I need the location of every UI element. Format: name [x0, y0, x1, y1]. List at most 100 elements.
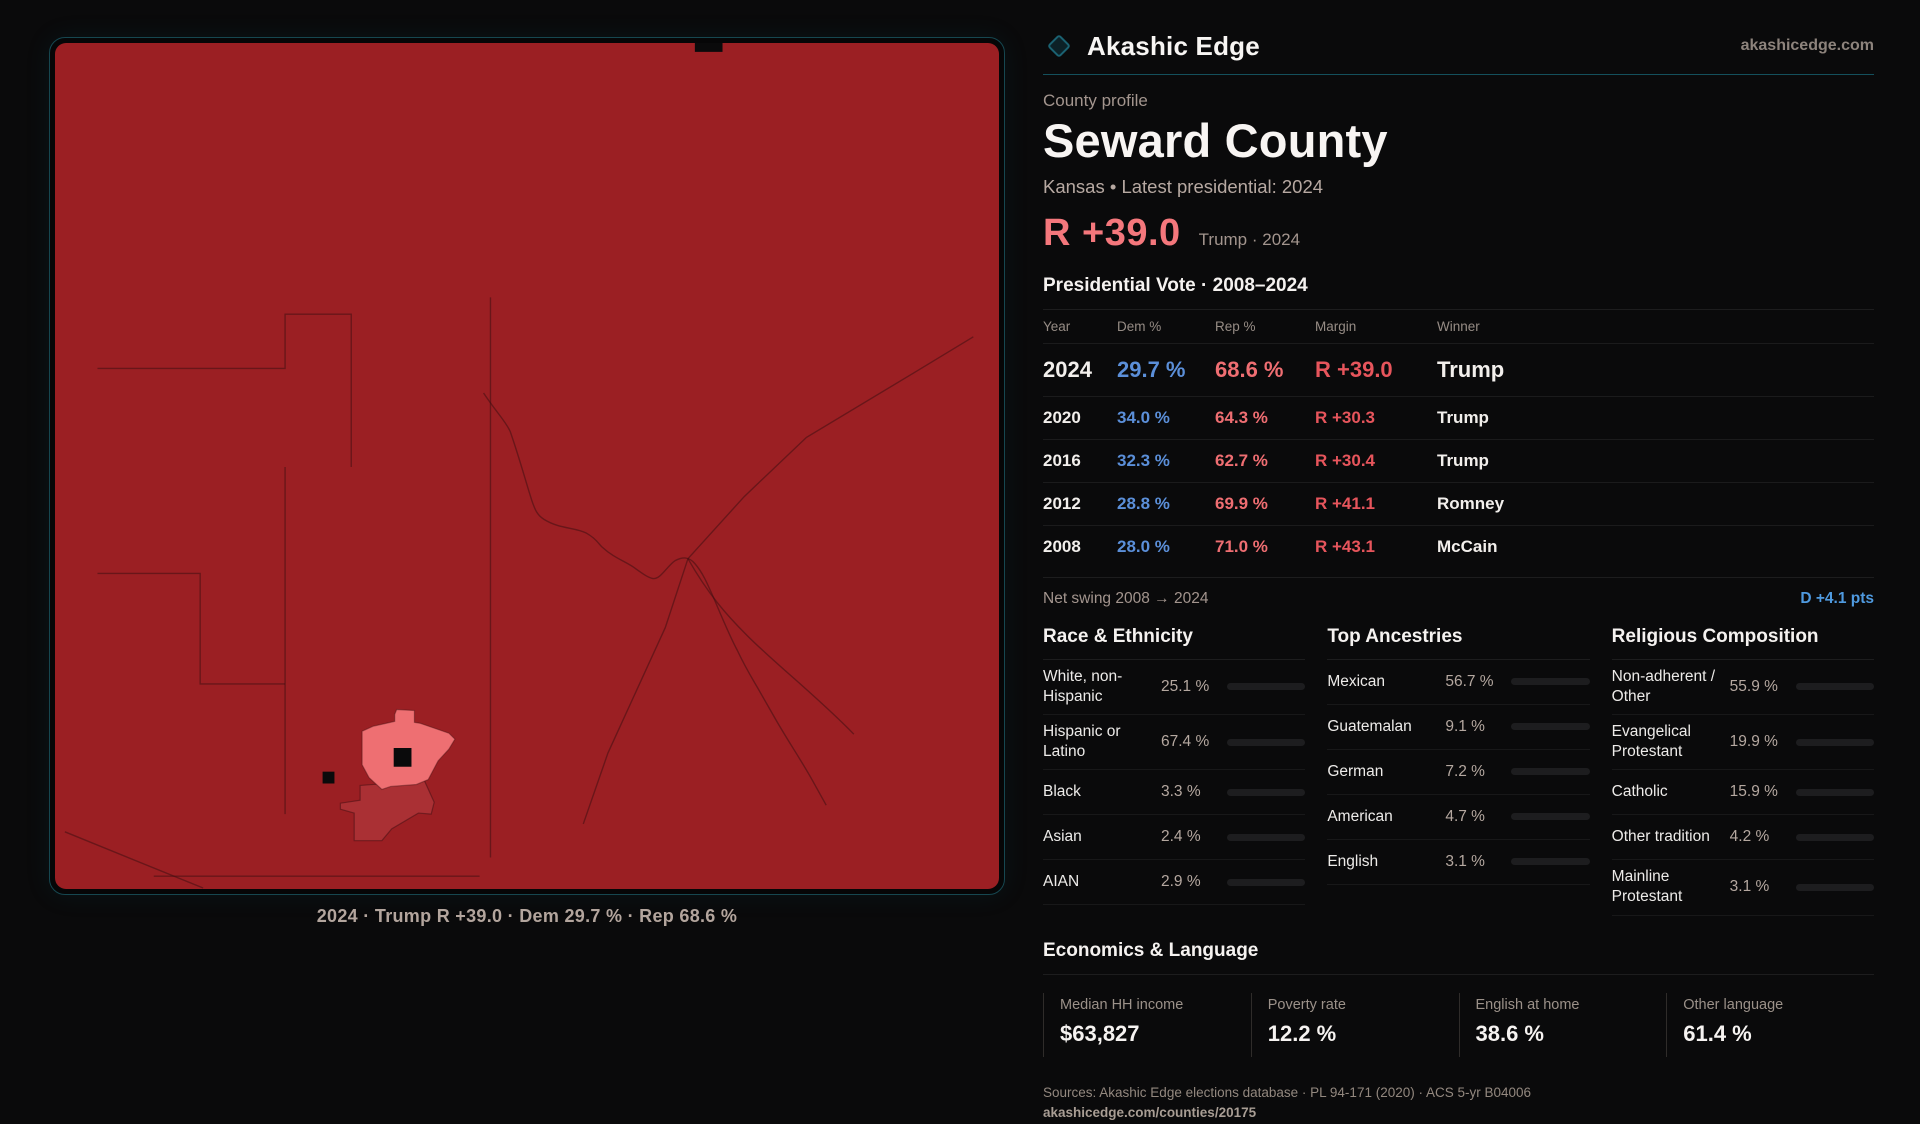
religion-section: Religious Composition Non-adherent / Oth…	[1611, 626, 1874, 916]
stat-bar-track	[1227, 683, 1306, 691]
stat-value: 25.1 %	[1161, 677, 1210, 695]
vote-margin: R +30.3	[1315, 407, 1376, 427]
stat-row: Catholic 15.9 %	[1611, 770, 1874, 816]
col-rep: Rep %	[1215, 318, 1256, 334]
vote-winner: Romney	[1437, 493, 1505, 513]
col-margin: Margin	[1315, 318, 1357, 334]
economics-stats: Median HH income $63,827 Poverty rate 12…	[1043, 992, 1874, 1057]
vote-dem-pct: 29.7 %	[1117, 356, 1186, 382]
stat-bar-track	[1227, 878, 1306, 886]
stat-bar-track	[1227, 738, 1306, 746]
vote-table-title: Presidential Vote · 2008–2024	[1043, 274, 1308, 296]
vote-table: Year Dem % Rep % Margin Winner 2024 29.7…	[1043, 308, 1874, 608]
stat-value: 55.9 %	[1729, 677, 1778, 695]
vote-winner: McCain	[1437, 536, 1498, 556]
county-map	[55, 43, 999, 889]
vote-rep-pct: 62.7 %	[1215, 450, 1268, 470]
economics-stat-label: Poverty rate	[1267, 996, 1346, 1013]
economics-stat-value: 12.2 %	[1267, 1020, 1337, 1046]
vote-table-row: 2024 29.7 % 68.6 % R +39.0 Trump	[1043, 342, 1874, 396]
stat-bar-track	[1795, 683, 1874, 691]
vote-winner: Trump	[1437, 450, 1489, 470]
net-swing-value: D +4.1 pts	[1800, 589, 1874, 607]
col-year: Year	[1043, 318, 1071, 334]
headline-margin-row: R +39.0 Trump · 2024	[1043, 212, 1874, 255]
stat-bar-track	[1795, 883, 1874, 891]
vote-year: 2024	[1043, 356, 1092, 382]
stat-value: 3.1 %	[1729, 878, 1770, 896]
headline-margin: R +39.0	[1043, 211, 1181, 254]
stat-label: White, non-Hispanic	[1043, 667, 1123, 705]
stat-bar-track	[1511, 723, 1590, 731]
religion-rows: Non-adherent / Other 55.9 % Evangelical …	[1611, 660, 1874, 916]
economics-stat-label: Median HH income	[1060, 996, 1184, 1013]
vote-dem-pct: 28.0 %	[1117, 536, 1170, 556]
religion-title: Religious Composition	[1611, 626, 1874, 660]
map-secondary-precinct	[339, 779, 435, 842]
vote-winner: Trump	[1437, 356, 1505, 382]
stat-label: English	[1327, 852, 1379, 870]
map-caption: 2024 · Trump R +39.0 · Dem 29.7 % · Rep …	[316, 906, 738, 926]
stat-bar-track	[1795, 833, 1874, 841]
stat-value: 67.4 %	[1161, 733, 1210, 751]
vote-table-row: 2008 28.0 % 71.0 % R +43.1 McCain	[1043, 524, 1874, 568]
economics-stat-value: $63,827	[1060, 1020, 1140, 1046]
map-nodata-hole	[322, 771, 335, 784]
demographics-columns: Race & Ethnicity White, non-Hispanic 25.…	[1043, 626, 1874, 916]
stat-row: American 4.7 %	[1327, 795, 1590, 840]
stat-value: 7.2 %	[1445, 762, 1485, 780]
vote-rep-pct: 64.3 %	[1215, 407, 1268, 427]
stat-row: German 7.2 %	[1327, 750, 1590, 795]
economics-stat-value: 38.6 %	[1475, 1020, 1545, 1046]
brand-name: Akashic Edge	[1087, 30, 1260, 61]
stat-bar-track	[1227, 788, 1306, 796]
stat-label: German	[1327, 762, 1384, 780]
stat-bar-track	[1511, 768, 1590, 776]
table-divider	[1043, 308, 1874, 310]
stat-value: 2.4 %	[1161, 828, 1201, 846]
vote-table-row: 2012 28.8 % 69.9 % R +41.1 Romney	[1043, 481, 1874, 525]
stat-row: AIAN 2.9 %	[1043, 860, 1306, 906]
footer-permalink[interactable]: akashicedge.com/counties/20175	[1043, 1105, 1257, 1121]
stat-value: 3.3 %	[1161, 783, 1201, 801]
stat-label: Mainline Protestant	[1611, 868, 1683, 906]
stat-bar-track	[1511, 858, 1590, 866]
vote-table-row: 2020 34.0 % 64.3 % R +30.3 Trump	[1043, 395, 1874, 439]
vote-margin: R +30.4	[1315, 450, 1376, 470]
stat-label: Hispanic or Latino	[1043, 722, 1121, 761]
vote-dem-pct: 34.0 %	[1117, 407, 1170, 427]
stat-row: White, non-Hispanic 25.1 %	[1043, 660, 1306, 715]
vote-rep-pct: 69.9 %	[1215, 493, 1268, 513]
stat-label: Mexican	[1327, 672, 1386, 690]
vote-dem-pct: 32.3 %	[1117, 450, 1170, 470]
vote-table-row: 2016 32.3 % 62.7 % R +30.4 Trump	[1043, 438, 1874, 482]
header-divider	[1043, 74, 1874, 75]
map-nodata-hole	[393, 748, 412, 767]
stat-value: 4.7 %	[1445, 807, 1485, 825]
vote-margin: R +41.1	[1315, 493, 1376, 513]
county-profile-panel: Akashic Edge akashicedge.com County prof…	[1043, 30, 1874, 1124]
stat-row: Mainline Protestant 3.1 %	[1611, 860, 1874, 916]
economics-stat: Poverty rate 12.2 %	[1250, 992, 1459, 1057]
stat-label: Asian	[1043, 828, 1082, 846]
stat-row: Non-adherent / Other 55.9 %	[1611, 660, 1874, 715]
stat-bar-track	[1227, 833, 1306, 841]
page-subtitle: Kansas • Latest presidential: 2024	[1043, 175, 1324, 197]
stat-row: Black 3.3 %	[1043, 770, 1306, 816]
vote-year: 2016	[1043, 450, 1081, 470]
stat-label: Non-adherent / Other	[1611, 667, 1716, 705]
stat-row: English 3.1 %	[1327, 840, 1590, 885]
brand-domain-link[interactable]: akashicedge.com	[1740, 37, 1874, 54]
vote-year: 2012	[1043, 493, 1081, 513]
stat-row: Hispanic or Latino 67.4 %	[1043, 715, 1306, 771]
stat-label: Evangelical Protestant	[1611, 722, 1691, 761]
net-swing-label: Net swing 2008 → 2024	[1043, 589, 1209, 607]
ancestries-section: Top Ancestries Mexican 56.7 % Guatemalan…	[1327, 626, 1590, 916]
vote-margin: R +43.1	[1315, 536, 1376, 556]
vote-margin: R +39.0	[1315, 356, 1393, 382]
page-title: Seward County	[1043, 114, 1388, 167]
brand-header: Akashic Edge akashicedge.com	[1043, 30, 1874, 62]
vote-table-header: Year Dem % Rep % Margin Winner	[1043, 310, 1874, 343]
economics-stat: Median HH income $63,827	[1043, 992, 1251, 1057]
stat-value: 19.9 %	[1729, 733, 1778, 751]
